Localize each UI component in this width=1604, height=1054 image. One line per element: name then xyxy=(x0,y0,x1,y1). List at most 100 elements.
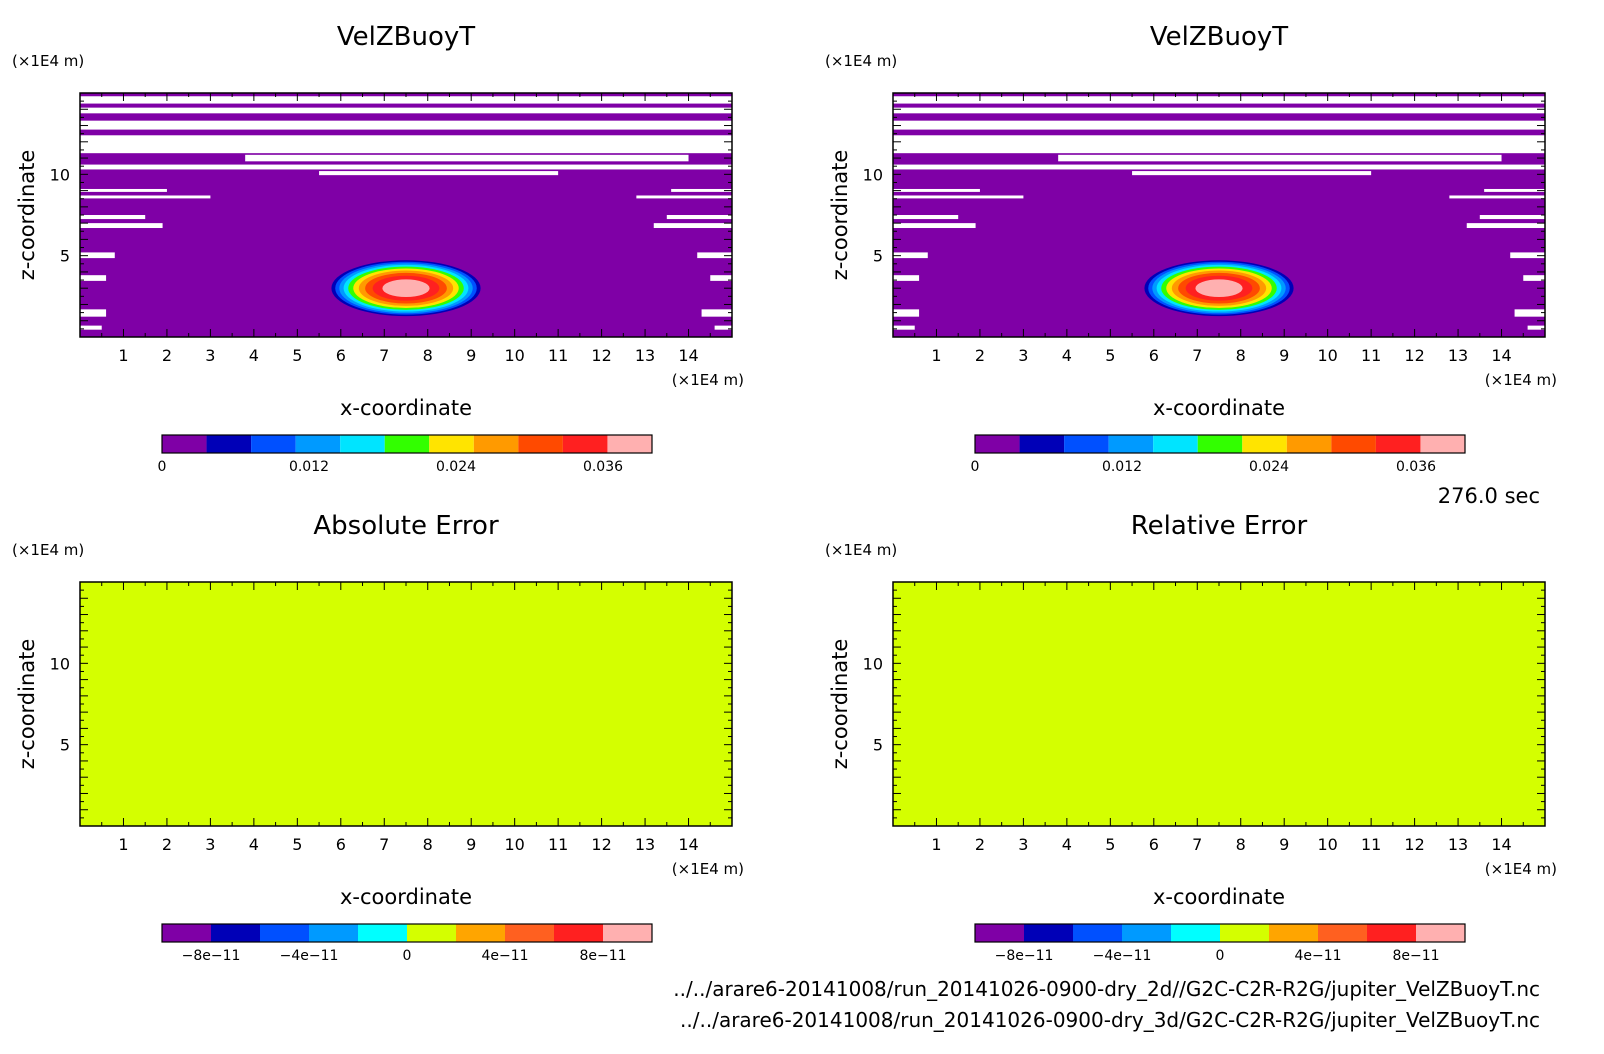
x-tick-label: 7 xyxy=(379,346,389,365)
x-tick-label: 4 xyxy=(249,346,259,365)
colorbar-label: 0 xyxy=(1216,948,1225,964)
colorbar-segment xyxy=(975,924,1024,942)
noise-streak xyxy=(319,171,559,176)
x-tick-label: 1 xyxy=(118,835,128,854)
noise-streak xyxy=(1449,195,1545,199)
colorbar-segment xyxy=(1073,924,1122,942)
x-tick-label: 7 xyxy=(379,835,389,854)
colorbar-segment xyxy=(429,435,474,453)
plot-area xyxy=(80,93,732,337)
x-tick-label: 7 xyxy=(1192,835,1202,854)
x-tick-label: 5 xyxy=(292,835,302,854)
x-tick-label: 4 xyxy=(249,835,259,854)
x-unit-label: (×1E4 m) xyxy=(1485,860,1557,878)
x-tick-label: 10 xyxy=(1317,346,1337,365)
colorbar-segment xyxy=(554,924,603,942)
x-tick-label: 1 xyxy=(118,346,128,365)
field-fill xyxy=(893,582,1545,826)
noise-streak xyxy=(1514,309,1545,317)
colorbar-segment xyxy=(603,924,652,942)
x-tick-label: 9 xyxy=(1279,835,1289,854)
x-tick-label: 2 xyxy=(975,835,985,854)
colorbar-segment xyxy=(206,435,252,453)
colorbar-segment xyxy=(1019,435,1065,453)
colorbar-label: 0 xyxy=(403,948,412,964)
noise-streak xyxy=(893,325,915,330)
x-axis-label: x-coordinate xyxy=(340,885,472,909)
noise-streak xyxy=(893,107,1545,114)
colorbar-segment xyxy=(1153,435,1198,453)
x-tick-label: 5 xyxy=(292,346,302,365)
colorbar-label: 0.024 xyxy=(1249,459,1289,475)
x-tick-label: 6 xyxy=(1149,835,1159,854)
x-tick-label: 6 xyxy=(336,346,346,365)
x-tick-label: 4 xyxy=(1062,835,1072,854)
panel-title: Absolute Error xyxy=(313,511,499,541)
contour-band-10 xyxy=(382,279,430,298)
noise-streak xyxy=(1527,325,1545,330)
x-tick-label: 13 xyxy=(635,346,655,365)
colorbar-segment xyxy=(162,924,211,942)
colorbar-label: 4e−11 xyxy=(481,948,528,964)
x-unit-label: (×1E4 m) xyxy=(1485,371,1557,389)
noise-streak xyxy=(1132,171,1372,176)
x-tick-label: 12 xyxy=(591,835,611,854)
colorbar-segment xyxy=(251,435,296,453)
colorbar-label: −4e−11 xyxy=(280,948,339,964)
x-tick-label: 1 xyxy=(931,346,941,365)
file-path-line-2: ../../arare6-20141008/run_20141026-0900-… xyxy=(680,1008,1540,1032)
y-tick-label: 5 xyxy=(60,736,70,755)
colorbar-segment xyxy=(358,924,407,942)
noise-streak xyxy=(80,96,732,104)
noise-streak xyxy=(714,325,732,330)
noise-streak xyxy=(1058,154,1502,162)
colorbar-label: 0.036 xyxy=(583,459,623,475)
x-tick-label: 8 xyxy=(1236,835,1246,854)
y-tick-label: 5 xyxy=(873,736,883,755)
colorbar-segment xyxy=(1416,924,1465,942)
noise-streak xyxy=(893,164,1545,170)
colorbar-label: 0.012 xyxy=(289,459,329,475)
noise-streak xyxy=(80,120,732,130)
colorbar-label: 0.024 xyxy=(436,459,476,475)
y-tick-label: 5 xyxy=(60,247,70,266)
noise-streak xyxy=(893,275,920,281)
colorbar-frame xyxy=(161,434,653,454)
x-tick-label: 10 xyxy=(504,835,524,854)
y-axis-label: z-coordinate xyxy=(15,150,39,281)
x-tick-label: 6 xyxy=(336,835,346,854)
noise-streak xyxy=(666,215,732,220)
colorbar-segment xyxy=(1318,924,1367,942)
noise-streak xyxy=(80,325,102,330)
colorbar-segment xyxy=(473,435,519,453)
colorbar-segment xyxy=(1331,435,1376,453)
x-tick-label: 9 xyxy=(466,346,476,365)
noise-streak xyxy=(697,252,732,259)
noise-streak xyxy=(1484,188,1545,192)
x-axis-label: x-coordinate xyxy=(340,396,472,420)
noise-streak xyxy=(80,309,107,317)
noise-streak xyxy=(80,107,732,114)
x-tick-label: 1 xyxy=(931,835,941,854)
colorbar-label: 8e−11 xyxy=(579,948,626,964)
x-tick-label: 12 xyxy=(1404,835,1424,854)
y-tick-label: 10 xyxy=(863,654,883,673)
noise-streak xyxy=(227,143,646,148)
x-tick-label: 8 xyxy=(1236,346,1246,365)
x-axis-label: x-coordinate xyxy=(1153,885,1285,909)
noise-streak xyxy=(80,223,163,229)
field-fill xyxy=(80,582,732,826)
noise-streak xyxy=(245,154,689,162)
colorbar-segment xyxy=(1242,435,1287,453)
colorbar-segment xyxy=(1024,924,1073,942)
noise-streak xyxy=(710,275,732,281)
contour-band-10 xyxy=(1195,279,1243,298)
noise-streak xyxy=(893,309,920,317)
panel-title: VelZBuoyT xyxy=(1150,22,1288,52)
y-unit-label: (×1E4 m) xyxy=(12,541,84,559)
noise-streak xyxy=(1510,252,1545,259)
colorbar-label: −4e−11 xyxy=(1093,948,1152,964)
